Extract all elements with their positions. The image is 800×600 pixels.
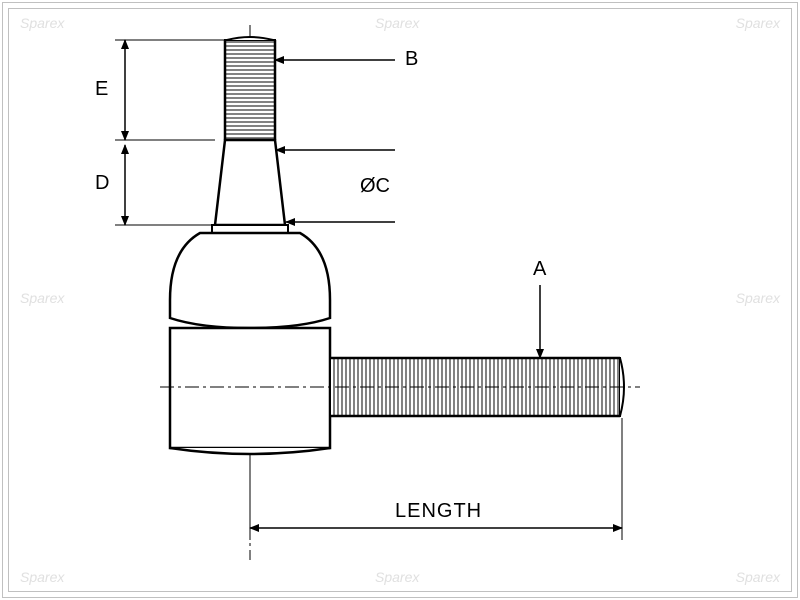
label-length: LENGTH	[395, 500, 482, 523]
label-b: B	[405, 48, 418, 71]
label-d: D	[95, 172, 109, 195]
label-e: E	[95, 78, 108, 101]
label-a: A	[533, 258, 546, 281]
label-c: ØC	[360, 175, 390, 198]
